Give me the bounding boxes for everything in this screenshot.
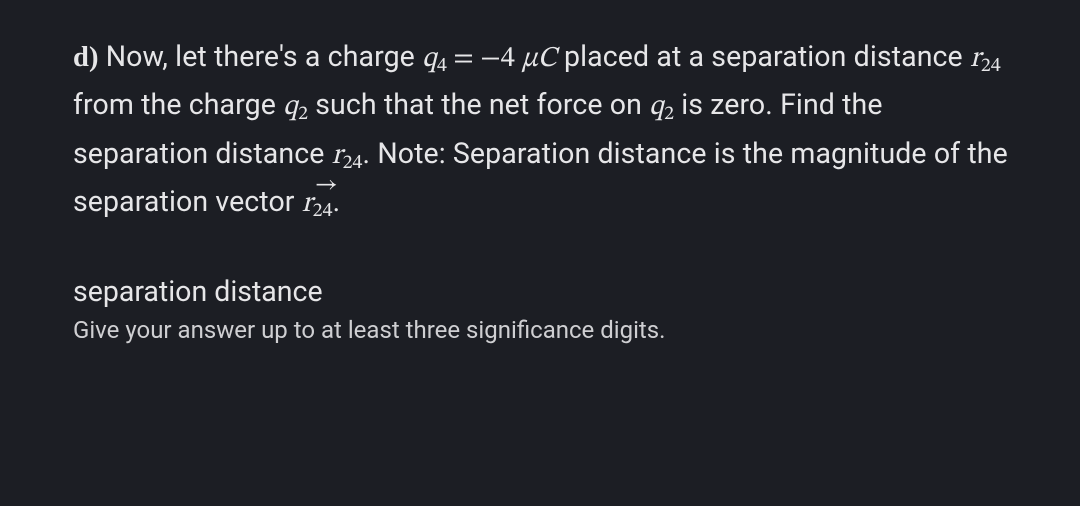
vector-arrow-icon: → [315,166,338,205]
math-r24: r24 [970,44,1001,73]
problem-statement: d) Now, let there's a charge q4=−4 μC pl… [73,34,1010,227]
math-q2b: q2 [649,92,674,121]
answer-instruction: Give your answer up to at least three si… [73,316,1010,344]
text-segment: placed at a separation distance [557,40,970,73]
answer-label: separation distance [73,275,1010,308]
text-segment: Now, let there's a charge [99,40,423,73]
text-segment: from the charge [73,88,283,121]
math-q4: q4=−4 μC [422,44,557,73]
math-r24-vector: →r24 [302,181,333,227]
math-q2: q2 [283,92,308,121]
part-label: d) [73,42,99,73]
text-segment: such that the net force on [308,88,649,121]
